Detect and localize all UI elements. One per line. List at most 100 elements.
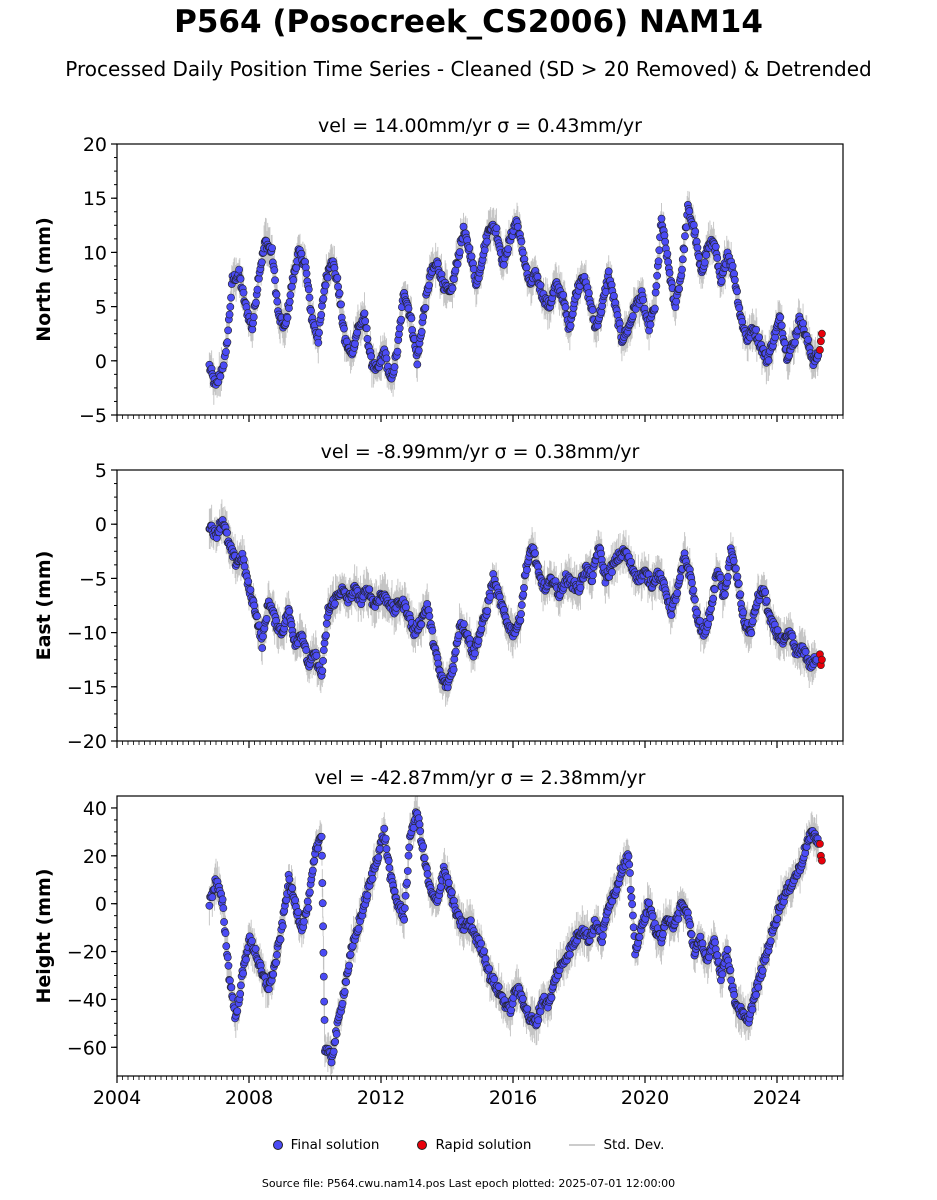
final-solution-point [319, 922, 327, 931]
final-solution-point [483, 607, 492, 615]
final-solution-point [329, 1047, 338, 1056]
final-solution-point [318, 879, 327, 887]
final-solution-point [222, 942, 231, 951]
final-solution-point [403, 878, 411, 887]
final-solution-point [315, 328, 323, 337]
final-solution-point [736, 590, 745, 599]
final-solution-point [423, 870, 432, 879]
final-solution-point [305, 888, 314, 897]
final-solution-point [448, 284, 457, 293]
final-solution-point [367, 352, 375, 361]
final-solution-point [363, 891, 372, 900]
final-solution-point [258, 644, 267, 652]
final-solution-point [253, 612, 261, 620]
final-solution-point [559, 291, 568, 299]
final-solution-point [691, 227, 700, 236]
page-title: P564 (Posocreek_CS2006) NAM14 [174, 4, 763, 40]
final-solution-point [323, 273, 332, 282]
final-solution-point [384, 856, 393, 865]
final-solution-point [561, 303, 570, 312]
final-solution-point [436, 882, 445, 891]
final-solution-point [486, 592, 495, 601]
final-solution-point [755, 333, 763, 342]
final-solution-point [654, 257, 663, 266]
final-solution-point [219, 361, 228, 370]
final-solution-point [239, 969, 248, 978]
final-solution-point [393, 347, 402, 356]
final-solution-point [748, 617, 757, 626]
final-solution-point [651, 304, 659, 313]
final-solution-point [447, 888, 456, 897]
final-solution-point [673, 589, 682, 597]
final-solution-point [576, 583, 585, 592]
final-solution-point [272, 290, 281, 299]
final-solution-point [221, 929, 230, 938]
final-solution-point [368, 874, 377, 883]
final-solution-point [365, 585, 374, 594]
final-solution-point [733, 572, 742, 581]
final-solution-point [346, 950, 355, 959]
final-solution-point [319, 948, 328, 957]
rapid-solution-point [816, 337, 825, 346]
final-solution-point [804, 335, 813, 344]
final-solution-point [681, 232, 689, 241]
final-solution-point [380, 824, 389, 833]
final-solution-point [226, 976, 234, 985]
final-solution-point [678, 255, 687, 264]
final-solution-point [318, 899, 327, 908]
final-solution-point [250, 601, 259, 610]
final-solution-point [226, 302, 235, 311]
final-solution-point [320, 997, 329, 1006]
y-tick-label: 5 [95, 297, 107, 319]
final-solution-point [381, 834, 390, 843]
final-solution-point [734, 579, 743, 588]
final-solution-point [237, 981, 245, 990]
final-solution-point [308, 866, 317, 875]
final-solution-point [286, 291, 295, 299]
final-solution-point [317, 310, 326, 319]
y-tick-label: 15 [83, 188, 107, 210]
final-solution-point [481, 954, 490, 963]
final-solution-point [490, 975, 499, 984]
final-solution-point [253, 285, 262, 294]
final-solution-point [259, 632, 267, 641]
final-solution-point [302, 269, 311, 278]
final-solution-point [655, 246, 664, 255]
final-solution-point [225, 310, 234, 319]
final-solution-point [609, 292, 618, 300]
final-solution-point [680, 245, 689, 254]
final-solution-point [589, 571, 597, 580]
final-solution-point [246, 585, 255, 594]
final-solution-point [449, 665, 458, 674]
final-solution-point [652, 282, 661, 290]
final-solution-point [331, 1037, 340, 1046]
final-solution-point [216, 372, 225, 381]
y-tick-label: 0 [95, 514, 107, 536]
final-solution-point [285, 607, 294, 616]
panel-title-2: vel = -42.87mm/yr σ = 2.38mm/yr [315, 767, 646, 789]
final-solution-point [335, 289, 344, 298]
final-solution-point [332, 1030, 341, 1038]
final-solution-point [314, 844, 322, 853]
final-solution-point [317, 832, 326, 841]
final-solution-point [729, 557, 738, 565]
final-solution-point [360, 309, 369, 318]
final-solution-point [319, 656, 327, 665]
final-solution-point [416, 827, 425, 836]
final-solution-point [702, 251, 711, 259]
y-tick-label: 0 [95, 351, 107, 373]
final-solution-point [304, 904, 313, 912]
final-solution-point [764, 356, 773, 365]
final-solution-point [773, 626, 782, 635]
final-solution-point [333, 273, 342, 282]
final-solution-point [522, 263, 531, 272]
final-solution-point [288, 884, 297, 893]
final-solution-point [739, 608, 748, 617]
final-solution-point [417, 328, 426, 336]
final-solution-point [517, 601, 526, 609]
final-solution-point [523, 565, 531, 574]
final-solution-point [494, 982, 503, 991]
final-solution-point [310, 857, 319, 865]
final-solution-point [752, 325, 760, 334]
final-solution-point [474, 636, 483, 645]
